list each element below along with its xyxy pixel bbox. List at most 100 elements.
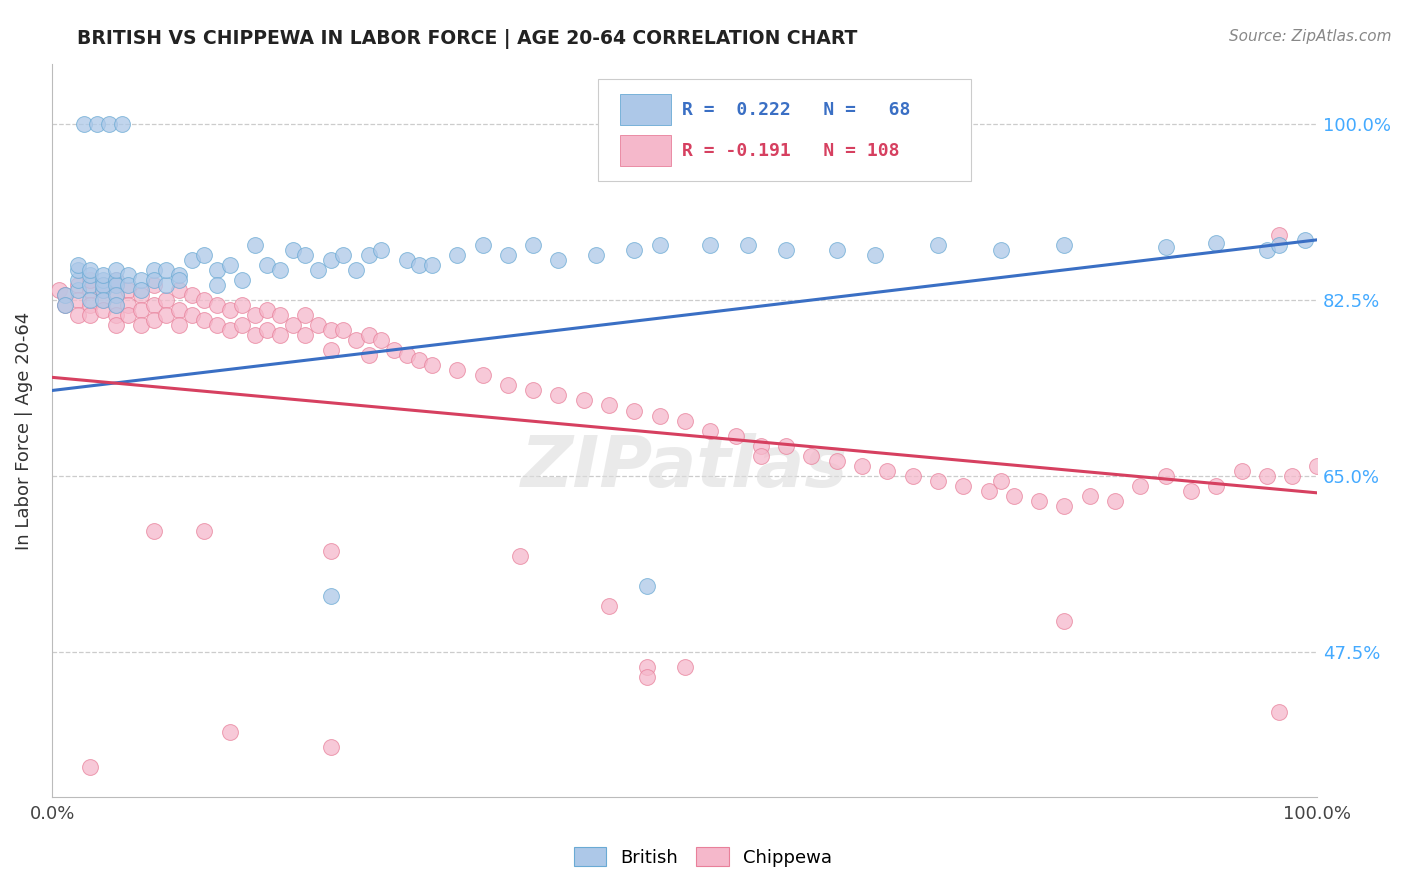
Point [91,293,114,307]
Point [243,328,266,343]
Point [636,659,658,673]
Point [673,659,696,673]
Point [167,273,190,287]
Point [1053,499,1076,513]
Point [205,263,228,277]
Point [382,343,405,358]
Point [205,298,228,312]
Bar [620,95,671,125]
Point [294,328,316,343]
Point [66,308,89,322]
Point [1205,235,1227,250]
Point [990,474,1012,488]
Point [307,263,329,277]
Point [66,273,89,287]
Point [193,293,215,307]
Point [724,428,747,442]
Point [332,248,354,262]
Point [319,544,342,558]
Point [256,258,278,272]
Point [79,298,101,312]
Point [155,308,177,322]
Point [319,739,342,754]
Text: R =  0.222   N =   68: R = 0.222 N = 68 [682,101,911,119]
Point [142,298,165,312]
Point [256,303,278,318]
Point [142,277,165,292]
Point [509,549,531,563]
Point [142,524,165,538]
Point [91,283,114,297]
Point [319,589,342,603]
Point [79,760,101,774]
Point [370,333,392,347]
Point [1154,468,1177,483]
Point [231,273,253,287]
Point [66,277,89,292]
Point [990,243,1012,257]
Point [496,248,519,262]
Point [319,252,342,267]
Point [420,359,443,373]
Point [648,409,671,423]
Point [231,298,253,312]
Point [623,243,645,257]
Point [598,599,620,614]
Point [598,399,620,413]
Point [648,237,671,252]
Point [91,277,114,292]
Point [243,237,266,252]
Point [1078,489,1101,503]
Point [1028,494,1050,508]
Point [408,258,430,272]
Point [117,283,139,297]
Point [1104,494,1126,508]
Point [117,308,139,322]
Point [205,277,228,292]
Point [256,323,278,337]
Point [111,117,134,131]
Point [749,449,772,463]
Point [977,483,1000,498]
Point [79,283,101,297]
Text: R = -0.191   N = 108: R = -0.191 N = 108 [682,142,900,160]
Point [294,308,316,322]
Point [572,393,595,408]
Point [142,313,165,327]
Point [129,273,152,287]
Point [319,323,342,337]
Point [522,237,544,252]
Point [294,248,316,262]
Point [1306,458,1329,473]
Point [332,323,354,337]
Point [420,258,443,272]
Point [522,384,544,398]
Point [344,263,367,277]
Point [446,248,468,262]
Point [636,579,658,593]
Point [180,288,202,302]
Point [395,348,418,362]
Point [48,283,70,297]
Point [91,277,114,292]
Point [876,464,898,478]
Point [66,263,89,277]
Point [104,273,127,287]
Point [547,252,569,267]
Point [471,368,494,383]
Point [863,248,886,262]
Point [53,288,76,302]
Point [927,474,949,488]
Legend: British, Chippewa: British, Chippewa [567,840,839,874]
Point [193,524,215,538]
Point [193,248,215,262]
Point [775,439,797,453]
Point [357,248,380,262]
Point [129,318,152,333]
Point [623,403,645,417]
Point [775,243,797,257]
Point [117,298,139,312]
Point [585,248,607,262]
Point [851,458,873,473]
Point [117,277,139,292]
